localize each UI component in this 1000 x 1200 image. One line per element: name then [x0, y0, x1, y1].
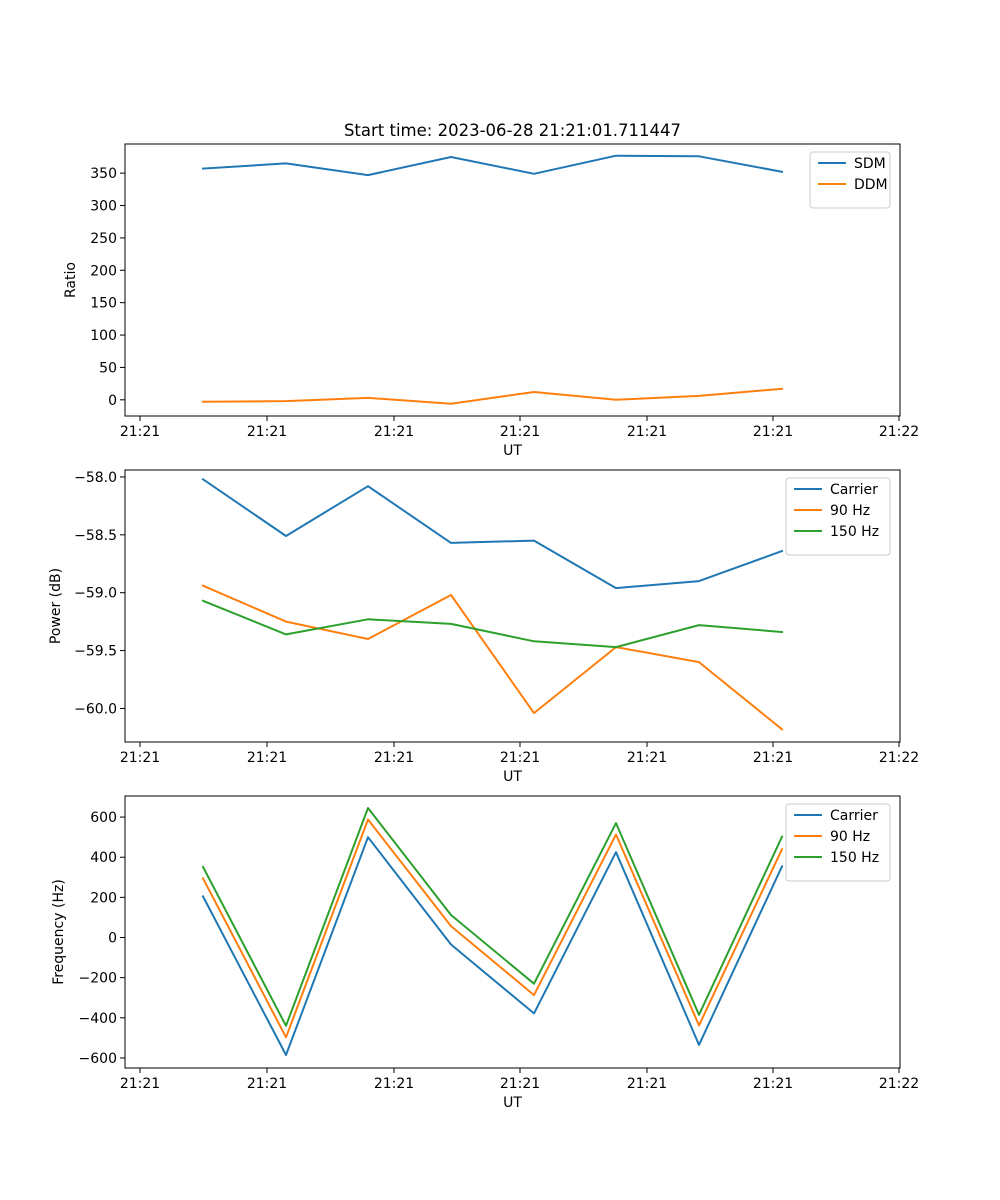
power-series-line-3	[201, 599, 784, 649]
ratio-y-tick-label: 0	[108, 393, 117, 409]
power-series-line-2	[201, 584, 784, 731]
frequency-y-tick-label: −600	[79, 1051, 117, 1067]
frequency-panel: 21:21 21:21 21:21 21:21 21:21 21:21 21:22 −600 −…	[51, 795, 919, 1111]
frequency-x-axis-label: UT	[503, 1095, 522, 1111]
power-x-tick-label: 21:21	[500, 750, 540, 766]
ratio-y-tick-label: 300	[90, 199, 117, 215]
ratio-y-axis-label: Ratio	[63, 262, 79, 298]
ratio-x-tick-label: 21:21	[627, 424, 667, 440]
power-y-tick-label: −58.5	[74, 528, 117, 544]
power-panel: 21:21 21:21 21:21 21:21 21:21 21:21 21:22 −58.0…	[48, 469, 919, 785]
power-legend: Carrier 90 Hz 150 Hz	[785, 477, 891, 556]
power-x-tick-label: 21:21	[247, 750, 287, 766]
frequency-x-tick-label: 21:21	[247, 1076, 287, 1092]
frequency-axes-frame	[124, 795, 901, 1069]
ratio-y-tick-label: 50	[99, 360, 117, 376]
frequency-legend-label: 150 Hz	[830, 850, 879, 866]
ratio-series-line-1	[201, 154, 784, 177]
frequency-y-tick-label: −200	[79, 971, 117, 987]
ratio-x-axis-label: UT	[503, 443, 522, 459]
ratio-y-tick-label: 100	[90, 328, 117, 344]
power-x-axis-label: UT	[503, 769, 522, 785]
frequency-legend-box	[785, 803, 891, 882]
ratio-x-tick-label: 21:22	[879, 424, 919, 440]
ratio-y-tick-label: 200	[90, 263, 117, 279]
frequency-x-tick-label: 21:21	[500, 1076, 540, 1092]
power-y-tick-label: −58.0	[74, 470, 117, 486]
frequency-series-line-2	[201, 818, 784, 1039]
frequency-y-tick-label: 0	[108, 931, 117, 947]
frequency-x-tick-label: 21:21	[627, 1076, 667, 1092]
ratio-x-tick-label: 21:21	[120, 424, 160, 440]
ratio-x-tick-label: 21:21	[500, 424, 540, 440]
power-x-tick-label: 21:21	[627, 750, 667, 766]
ratio-legend-box	[809, 151, 891, 209]
power-y-tick-label: −60.0	[74, 701, 117, 717]
power-y-tick-label: −59.0	[74, 586, 117, 602]
frequency-y-tick-label: −400	[79, 1011, 117, 1027]
ratio-panel: 21:21 21:21 21:21 21:21 21:21 21:21 21:22 0 50 10…	[63, 143, 919, 459]
power-x-tick-label: 21:21	[374, 750, 414, 766]
ratio-legend-label: SDM	[854, 156, 886, 172]
frequency-x-tick-label: 21:21	[753, 1076, 793, 1092]
ratio-x-tick-label: 21:21	[374, 424, 414, 440]
frequency-legend-label: Carrier	[830, 808, 878, 824]
ratio-y-tick-label: 250	[90, 231, 117, 247]
ratio-legend-label: DDM	[854, 177, 888, 193]
frequency-y-tick-label: 400	[90, 850, 117, 866]
power-axes-frame	[124, 469, 901, 743]
frequency-y-tick-label: 200	[90, 890, 117, 906]
ratio-x-tick-label: 21:21	[753, 424, 793, 440]
figure-title: Start time: 2023-06-28 21:21:01.711447	[344, 121, 681, 140]
frequency-x-tick-label: 21:22	[879, 1076, 919, 1092]
power-y-axis-label: Power (dB)	[48, 568, 64, 644]
power-x-tick-label: 21:22	[879, 750, 919, 766]
power-y-tick-label: −59.5	[74, 644, 117, 660]
power-series-line-1	[201, 477, 784, 590]
frequency-series-line-1	[201, 836, 784, 1056]
power-legend-label: Carrier	[830, 482, 878, 498]
frequency-legend-label: 90 Hz	[830, 829, 870, 845]
power-x-tick-label: 21:21	[120, 750, 160, 766]
power-legend-box	[785, 477, 891, 556]
power-x-tick-label: 21:21	[753, 750, 793, 766]
ratio-axes-frame	[124, 143, 901, 417]
frequency-x-tick-label: 21:21	[120, 1076, 160, 1092]
ratio-y-tick-label: 350	[90, 166, 117, 182]
frequency-series-line-3	[201, 807, 784, 1027]
frequency-x-tick-label: 21:21	[374, 1076, 414, 1092]
frequency-y-axis-label: Frequency (Hz)	[51, 879, 67, 985]
frequency-legend: Carrier 90 Hz 150 Hz	[785, 803, 891, 882]
power-legend-label: 150 Hz	[830, 524, 879, 540]
ratio-series-line-2	[201, 387, 784, 405]
power-legend-label: 90 Hz	[830, 503, 870, 519]
ratio-y-tick-label: 150	[90, 296, 117, 312]
ratio-x-tick-label: 21:21	[247, 424, 287, 440]
ratio-legend: SDM DDM	[809, 151, 891, 209]
frequency-y-tick-label: 600	[90, 810, 117, 826]
